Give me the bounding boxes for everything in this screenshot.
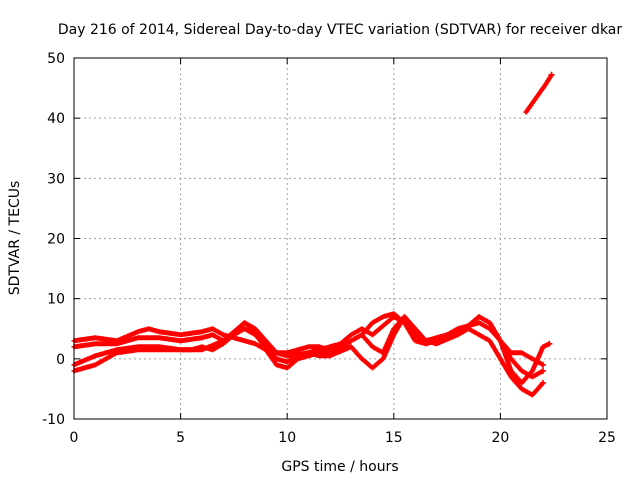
y-tick-label: 0 xyxy=(56,352,65,368)
x-axis-label: GPS time / hours xyxy=(281,459,398,475)
y-tick-label: -10 xyxy=(42,412,65,428)
data-points xyxy=(71,71,555,398)
series-track-5 xyxy=(523,71,555,115)
axis-ticks: 0 5 10 15 20 25 -10 0 10 20 30 40 50 xyxy=(42,51,616,446)
y-tick-label: 40 xyxy=(47,111,65,127)
x-tick-label: 0 xyxy=(70,430,79,446)
series-markers xyxy=(523,71,555,115)
y-tick-label: 10 xyxy=(47,292,65,308)
y-tick-label: 50 xyxy=(47,51,65,67)
x-tick-label: 5 xyxy=(176,430,185,446)
x-tick-label: 15 xyxy=(385,430,403,446)
y-tick-label: 30 xyxy=(47,171,65,187)
grid xyxy=(74,58,607,419)
y-tick-label: 20 xyxy=(47,232,65,248)
x-tick-label: 25 xyxy=(598,430,616,446)
x-tick-label: 10 xyxy=(278,430,296,446)
chart-title: Day 216 of 2014, Sidereal Day-to-day VTE… xyxy=(58,22,623,38)
x-tick-label: 20 xyxy=(491,430,509,446)
y-axis-label: SDTVAR / TECUs xyxy=(7,181,23,296)
